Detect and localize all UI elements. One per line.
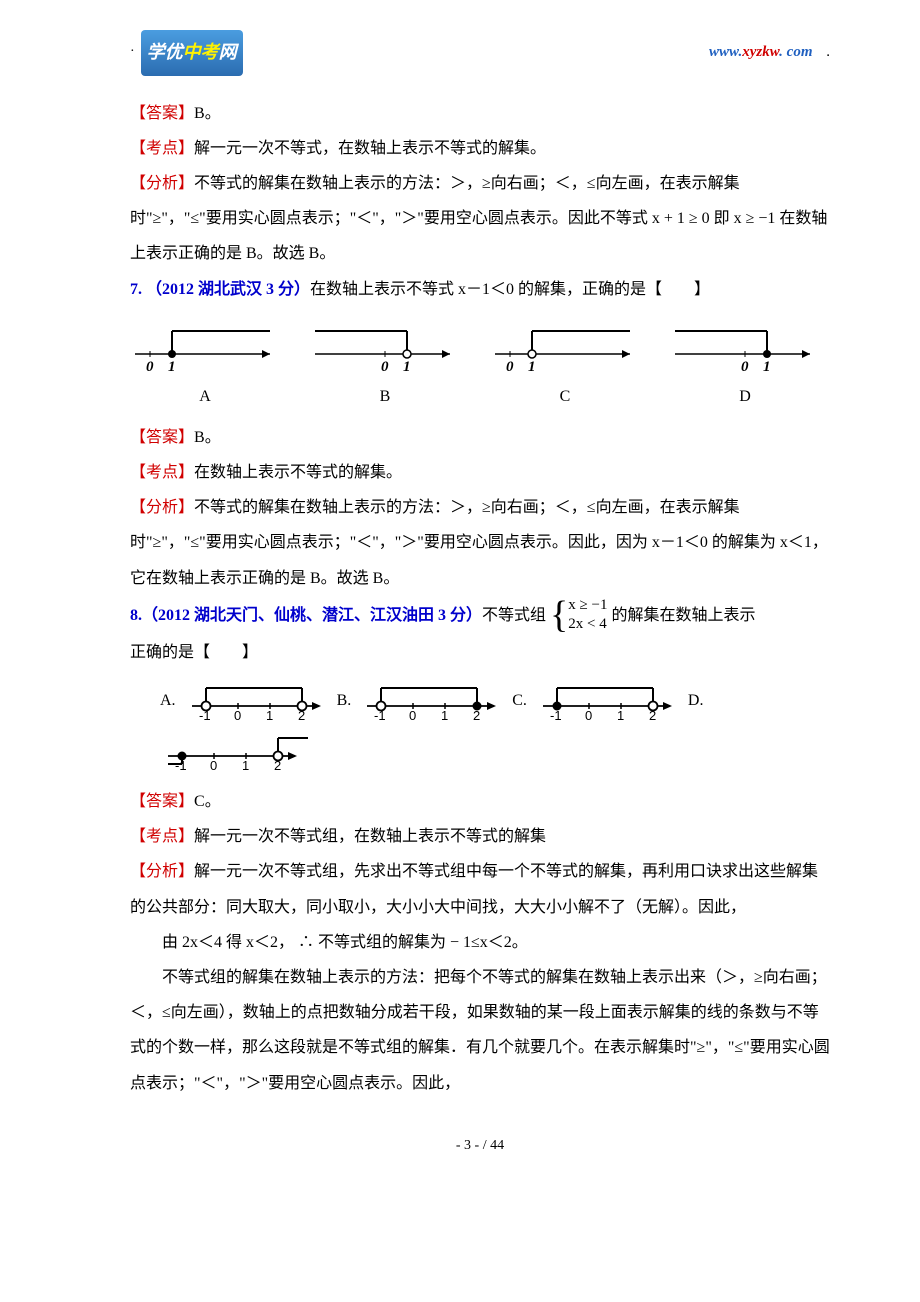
logo-text-pre: 学优 <box>147 33 183 73</box>
system-brace: { x ≥ −1 2x < 4 <box>550 596 607 635</box>
q6-answer: 【答案】B。 <box>130 96 830 131</box>
svg-text:0: 0 <box>381 359 389 375</box>
svg-text:0: 0 <box>146 359 154 375</box>
sys-line2: 2x < 4 <box>568 615 607 635</box>
svg-text:1: 1 <box>403 359 411 375</box>
page-header: · 学优 中考 网 www.xyzkw. com . <box>130 30 830 76</box>
svg-text:1: 1 <box>441 708 448 723</box>
q7-option-b: 0 1 B <box>310 319 460 414</box>
logo-badge: 学优 中考 网 <box>141 30 243 76</box>
option-label: A. <box>160 683 176 718</box>
svg-text:0: 0 <box>585 708 592 723</box>
q8-options: A. -1 0 1 2 B. -1 0 1 2 C. <box>130 680 830 724</box>
svg-text:1: 1 <box>168 359 176 375</box>
url-trailing-dot: . <box>826 44 830 60</box>
svg-text:0: 0 <box>409 708 416 723</box>
q7-stem: 7. （2012 湖北武汉 3 分）在数轴上表示不等式 x－1＜0 的解集，正确… <box>130 272 830 307</box>
q8-analysis3: 不等式组的解集在数轴上表示的方法：把每个不等式的解集在数轴上表示出来（＞，≥向右… <box>130 960 830 1101</box>
svg-text:0: 0 <box>210 758 217 773</box>
numberline-icon: -1 0 1 2 <box>535 680 680 724</box>
numberline-icon: -1 0 1 2 <box>359 680 504 724</box>
q8-stem-line1: 8. （2012 湖北天门、仙桃、潜江、江汉油田 3 分）不等式组 { x ≥ … <box>130 596 830 635</box>
site-url: www.xyzkw. com . <box>709 36 830 69</box>
q7-options: 0 1 A 0 1 B 0 1 <box>130 319 830 414</box>
url-mid: xyzkw <box>742 44 779 60</box>
svg-text:0: 0 <box>506 359 514 375</box>
sys-line1: x ≥ −1 <box>568 596 607 616</box>
svg-text:1: 1 <box>763 359 771 375</box>
q7-point: 【考点】在数轴上表示不等式的解集。 <box>130 455 830 490</box>
q8-analysis2: 由 2x＜4 得 x＜2， ∴ 不等式组的解集为 − 1≤x＜2。 <box>130 925 830 960</box>
url-end: . com <box>779 44 812 60</box>
option-label: C. <box>512 683 527 718</box>
q8-option-d-row: -1 0 1 2 <box>130 730 830 774</box>
svg-text:1: 1 <box>528 359 536 375</box>
url-www: www. <box>709 44 742 60</box>
q6-point: 【考点】解一元一次不等式，在数轴上表示不等式的解集。 <box>130 131 830 166</box>
q7-answer: 【答案】B。 <box>130 420 830 455</box>
svg-text:0: 0 <box>741 359 749 375</box>
page-footer: - 3 - / 44 <box>130 1131 830 1162</box>
numberline-icon: 0 1 <box>310 319 460 379</box>
q7-option-a: 0 1 A <box>130 319 280 414</box>
option-label: D. <box>688 683 704 718</box>
numberline-icon: -1 0 1 2 <box>184 680 329 724</box>
svg-text:1: 1 <box>242 758 249 773</box>
q8-point: 【考点】解一元一次不等式组，在数轴上表示不等式的解集 <box>130 819 830 854</box>
brace-icon: { <box>550 596 568 634</box>
q7-option-c: 0 1 C <box>490 319 640 414</box>
logo: · 学优 中考 网 <box>130 30 243 76</box>
svg-text:1: 1 <box>617 708 624 723</box>
option-label: B <box>380 379 391 414</box>
logo-dot: · <box>130 37 135 68</box>
q8-stem-line2: 正确的是【 】 <box>130 635 830 670</box>
option-label: C <box>560 379 571 414</box>
q6-analysis: 【分析】不等式的解集在数轴上表示的方法：＞，≥向右画；＜，≤向左画，在表示解集时… <box>130 166 830 272</box>
numberline-icon: 0 1 <box>130 319 280 379</box>
numberline-icon: -1 0 1 2 <box>160 730 315 774</box>
option-label: B. <box>337 683 352 718</box>
q8-answer: 【答案】C。 <box>130 784 830 819</box>
svg-text:0: 0 <box>234 708 241 723</box>
numberline-icon: 0 1 <box>490 319 640 379</box>
logo-text-post: 网 <box>219 33 237 73</box>
option-label: A <box>199 379 211 414</box>
option-label: D <box>739 379 751 414</box>
numberline-icon: 0 1 <box>670 319 820 379</box>
svg-text:1: 1 <box>266 708 273 723</box>
q7-option-d: 0 1 D <box>670 319 820 414</box>
q8-analysis1: 【分析】解一元一次不等式组，先求出不等式组中每一个不等式的解集，再利用口诀求出这… <box>130 854 830 924</box>
q7-analysis: 【分析】不等式的解集在数轴上表示的方法：＞，≥向右画；＜，≤向左画，在表示解集时… <box>130 490 830 596</box>
logo-text-mid: 中考 <box>183 33 219 73</box>
